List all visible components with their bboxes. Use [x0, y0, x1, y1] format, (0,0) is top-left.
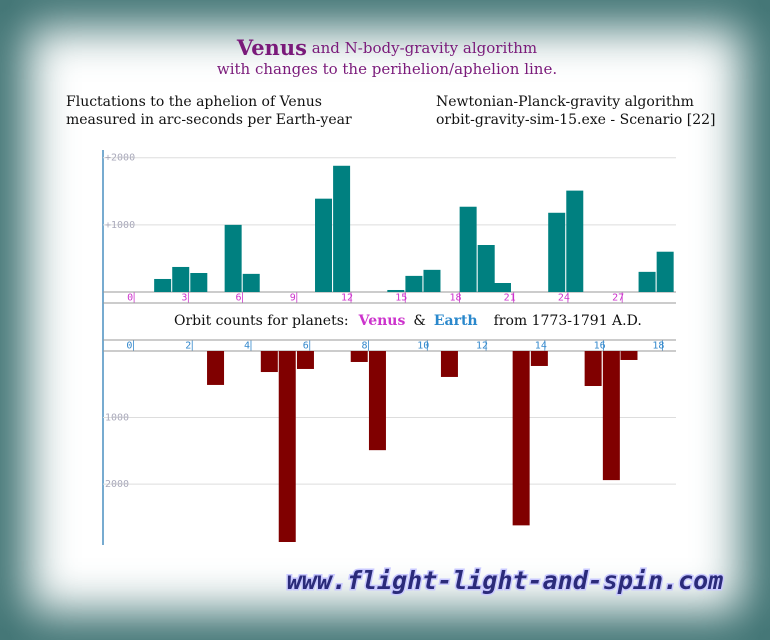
bar — [423, 269, 441, 292]
x-tick-label: 3 — [181, 293, 187, 304]
bar — [656, 251, 674, 292]
x-tick-label: 12 — [476, 341, 488, 352]
x-tick-label: 9 — [290, 293, 296, 304]
bar — [154, 278, 172, 292]
left-note: measured in arc-seconds per Earth-year — [66, 112, 352, 128]
x-tick-label: 18 — [652, 341, 664, 352]
caption-prefix: Orbit counts for planets: — [174, 313, 349, 329]
x-tick-label: 16 — [594, 341, 606, 352]
y-tick-label: +1000 — [105, 220, 135, 231]
bar — [512, 351, 530, 526]
right-note: Newtonian-Planck-gravity algorithm — [436, 94, 694, 110]
bar — [278, 351, 296, 543]
x-tick-label: 21 — [504, 293, 516, 304]
bar — [387, 289, 405, 292]
bar — [224, 224, 242, 292]
x-tick-label: 12 — [341, 293, 353, 304]
caption-venus: Venus — [358, 313, 406, 329]
bar — [190, 272, 208, 292]
title-rest: and N-body-gravity algorithm — [312, 39, 537, 57]
bar — [638, 271, 656, 292]
caption-earth: Earth — [434, 313, 478, 329]
bar — [350, 351, 368, 362]
bar — [530, 351, 548, 366]
x-tick-label: 18 — [449, 293, 461, 304]
y-tick-label: 1000 — [105, 413, 129, 424]
subtitle: with changes to the perihelion/aphelion … — [217, 60, 557, 78]
x-tick-label: 6 — [303, 341, 309, 352]
bar — [368, 351, 386, 451]
bar — [602, 351, 620, 481]
bar — [242, 273, 260, 292]
x-tick-label: 4 — [244, 341, 250, 352]
y-tick-label: 2000 — [105, 479, 129, 490]
x-tick-label: 2 — [185, 341, 191, 352]
x-tick-label: 15 — [395, 293, 407, 304]
caption-suffix: from 1773-1791 A.D. — [494, 313, 642, 329]
x-tick-label: 14 — [535, 341, 547, 352]
bar — [493, 283, 511, 292]
bar — [260, 351, 278, 373]
bar — [620, 351, 638, 360]
bar — [333, 165, 351, 292]
x-tick-label: 10 — [417, 341, 429, 352]
bar — [548, 212, 566, 292]
bar — [172, 266, 190, 292]
x-tick-label: 27 — [612, 293, 624, 304]
bar — [566, 190, 584, 292]
bar — [296, 351, 314, 369]
caption-joiner: & — [413, 313, 425, 329]
x-tick-label: 24 — [558, 293, 570, 304]
footer: www.flight-light-and-spin.com — [287, 566, 724, 595]
bar — [440, 351, 458, 377]
caption: Orbit counts for planets: Venus & Earth from… — [174, 313, 642, 329]
x-tick-label: 6 — [236, 293, 242, 304]
x-tick-label: 0 — [126, 341, 132, 352]
x-tick-label: 8 — [362, 341, 368, 352]
bar — [207, 351, 225, 385]
bar — [405, 275, 423, 292]
title-planet: Venus — [236, 35, 307, 60]
left-note: Fluctations to the aphelion of Venus — [66, 94, 322, 110]
y-tick-label: +2000 — [105, 153, 135, 164]
bar — [477, 245, 495, 292]
bar — [459, 206, 477, 292]
bar — [315, 198, 333, 292]
bar — [584, 351, 602, 387]
right-note: orbit-gravity-sim-15.exe - Scenario [22] — [436, 112, 715, 128]
title: Venus and N-body-gravity algorithm — [236, 35, 537, 60]
x-tick-label: 0 — [127, 293, 133, 304]
